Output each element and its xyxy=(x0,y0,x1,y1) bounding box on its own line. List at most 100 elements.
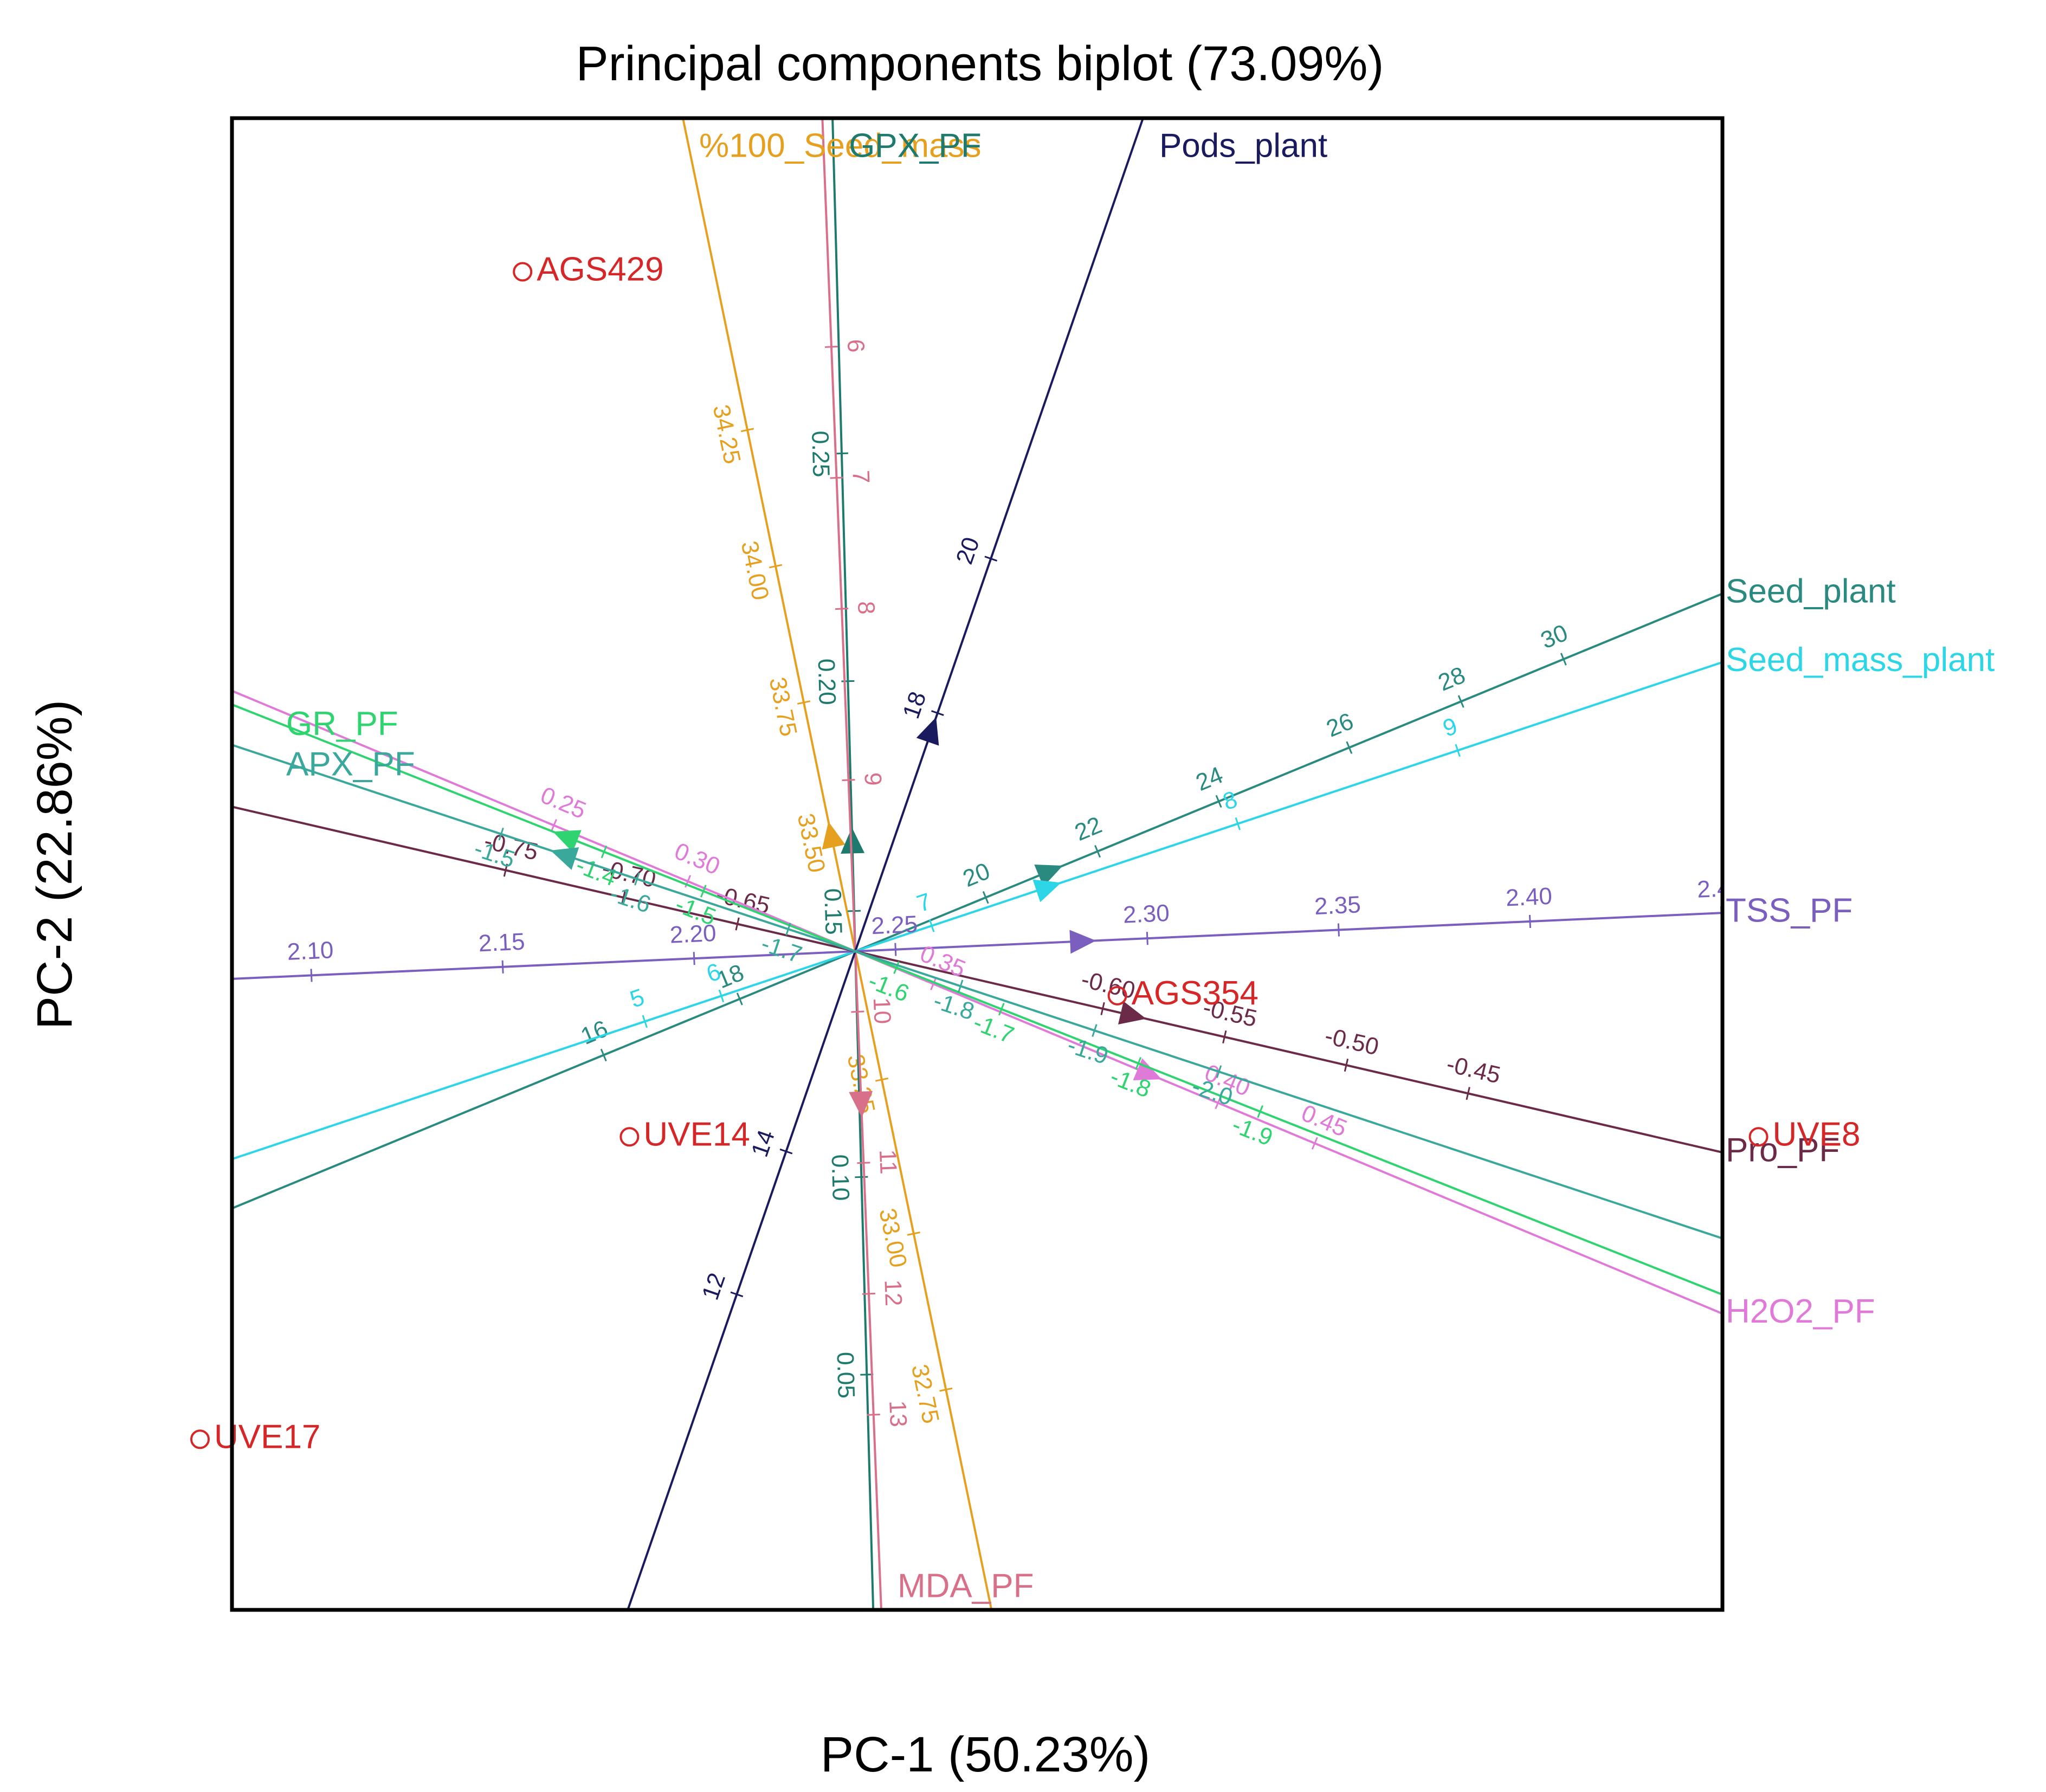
seed-plant-tick-0 xyxy=(1560,653,1567,666)
pro-pf-axis-line xyxy=(232,805,1722,1153)
gpx-pf-tick-label-1: 0.20 xyxy=(813,658,841,705)
h2o2-pf-label: H2O2_PF xyxy=(1726,1293,1875,1330)
y-axis-label: PC-2 (22.86%) xyxy=(27,700,82,1029)
gpx-pf-tick-label-4: 0.05 xyxy=(832,1352,860,1399)
pro-pf-tick-6 xyxy=(503,863,508,877)
100-seed-mass-tick-6 xyxy=(939,1387,953,1392)
h2o2-pf-axis-line xyxy=(232,689,1722,1315)
ags429-point xyxy=(513,262,533,282)
tss-pf-tick-label-3: 2.30 xyxy=(1122,900,1170,929)
tss-pf-arrow xyxy=(1069,930,1096,954)
seed-plant-tick-1 xyxy=(1457,695,1464,708)
apx-pf-tick-0 xyxy=(498,827,504,841)
apx-pf-axis-line xyxy=(232,744,1722,1240)
tss-pf-tick-4 xyxy=(894,943,897,956)
seed-mass-plant-label: Seed_mass_plant xyxy=(1726,641,1995,679)
seed-plant-tick-7 xyxy=(600,1048,607,1062)
tss-pf-tick-label-0: 2.45 xyxy=(1696,874,1744,903)
tss-pf-tick-label-5: 2.20 xyxy=(669,920,717,949)
gr-pf-axis-line xyxy=(232,703,1722,1296)
seed-mass-plant-tick-4 xyxy=(642,1015,648,1028)
mda-pf-tick-label-2: 8 xyxy=(853,601,880,615)
pro-pf-tick-5 xyxy=(621,891,626,904)
pro-pf-tick-4 xyxy=(735,917,740,931)
seed-plant-label: Seed_plant xyxy=(1726,573,1896,610)
mda-pf-tick-label-4: 10 xyxy=(868,997,896,1024)
x-axis-label: PC-1 (50.23%) xyxy=(821,1727,1150,1782)
pods-plant-tick-1 xyxy=(931,710,944,716)
gr-pf-tick-3 xyxy=(998,1003,1005,1016)
pods-plant-tick-2 xyxy=(779,1148,793,1155)
ags429-label: AGS429 xyxy=(537,251,663,288)
gpx-pf-tick-label-2: 0.15 xyxy=(819,888,847,935)
mda-pf-tick-label-6: 12 xyxy=(879,1279,907,1307)
uve14-label: UVE14 xyxy=(643,1116,750,1153)
seed-plant-axis-line xyxy=(232,592,1722,1210)
seed-mass-plant-tick-3 xyxy=(718,989,725,1003)
chart-title: Principal components biplot (73.09%) xyxy=(576,37,1384,91)
uve17-point xyxy=(190,1429,210,1449)
pods-plant-axis-line xyxy=(627,118,1144,1610)
gr-pf-tick-4 xyxy=(1135,1057,1142,1070)
tss-pf-tick-label-1: 2.40 xyxy=(1505,883,1553,912)
100-seed-mass-axis-line xyxy=(682,118,993,1610)
uve14-point xyxy=(619,1127,640,1147)
mda-pf-tick-0 xyxy=(824,345,838,348)
gr-pf-label: GR_PF xyxy=(286,705,398,743)
h2o2-pf-tick-0 xyxy=(1311,1137,1318,1150)
h2o2-pf-tick-1 xyxy=(1215,1097,1222,1110)
seed-mass-plant-tick-2 xyxy=(928,919,935,932)
apx-pf-tick-2 xyxy=(785,923,791,936)
uve17-label: UVE17 xyxy=(214,1419,320,1456)
gpx-pf-label: GPX_PF xyxy=(849,127,982,164)
gr-pf-tick-1 xyxy=(700,885,707,898)
mda-pf-tick-label-7: 13 xyxy=(884,1400,912,1428)
seed-mass-plant-tick-0 xyxy=(1455,744,1461,757)
pods-plant-tick-0 xyxy=(984,556,998,562)
mda-pf-label: MDA_PF xyxy=(898,1567,1034,1604)
seed-plant-tick-3 xyxy=(1215,795,1222,808)
tss-pf-tick-label-6: 2.15 xyxy=(478,929,526,957)
pods-plant-label: Pods_plant xyxy=(1159,127,1327,164)
gpx-pf-arrow xyxy=(841,827,865,854)
pods-plant-tick-3 xyxy=(730,1291,744,1298)
gr-pf-tick-2 xyxy=(893,961,900,974)
gr-pf-tick-5 xyxy=(1257,1105,1263,1118)
pods-plant-arrow xyxy=(916,717,939,746)
seed-plant-tick-6 xyxy=(736,992,743,1005)
mda-pf-tick-7 xyxy=(867,1413,880,1416)
gpx-pf-tick-0 xyxy=(835,452,848,455)
tss-pf-tick-7 xyxy=(310,969,313,982)
pro-pf-tick-2 xyxy=(1222,1030,1227,1044)
100-seed-mass-tick-5 xyxy=(907,1232,920,1236)
100-seed-mass-tick-0 xyxy=(740,428,754,433)
apx-pf-tick-1 xyxy=(634,872,640,886)
mda-pf-tick-4 xyxy=(851,1010,864,1013)
mda-pf-arrow xyxy=(849,1091,873,1118)
h2o2-pf-tick-4 xyxy=(550,819,557,832)
apx-pf-label: APX_PF xyxy=(286,746,415,783)
apx-pf-tick-4 xyxy=(1092,1024,1098,1037)
h2o2-pf-tick-2 xyxy=(930,977,937,990)
tss-pf-tick-label-2: 2.35 xyxy=(1314,891,1361,920)
uve8-point xyxy=(1748,1127,1769,1147)
apx-pf-arrow xyxy=(550,847,579,870)
mda-pf-axis-line xyxy=(821,118,882,1610)
pro-pf-tick-3 xyxy=(1100,1002,1105,1015)
apx-pf-tick-5 xyxy=(1216,1065,1222,1078)
mda-pf-tick-3 xyxy=(842,779,855,782)
100-seed-mass-tick-4 xyxy=(875,1077,889,1082)
tss-pf-tick-1 xyxy=(1528,914,1532,928)
100-seed-mass-tick-3 xyxy=(825,836,839,841)
tss-pf-tick-label-4: 2.25 xyxy=(870,911,918,940)
100-seed-mass-arrow xyxy=(822,821,845,850)
seed-plant-tick-5 xyxy=(982,891,989,904)
seed-mass-plant-axis-line xyxy=(232,661,1722,1161)
gpx-pf-tick-label-3: 0.10 xyxy=(827,1154,854,1201)
gr-pf-tick-0 xyxy=(601,845,608,859)
seed-mass-plant-tick-1 xyxy=(1235,817,1241,830)
mda-pf-tick-label-5: 11 xyxy=(874,1149,902,1175)
tss-pf-tick-6 xyxy=(501,960,504,974)
mda-pf-tick-label-3: 9 xyxy=(859,772,886,786)
seed-mass-plant-arrow xyxy=(1032,879,1061,903)
